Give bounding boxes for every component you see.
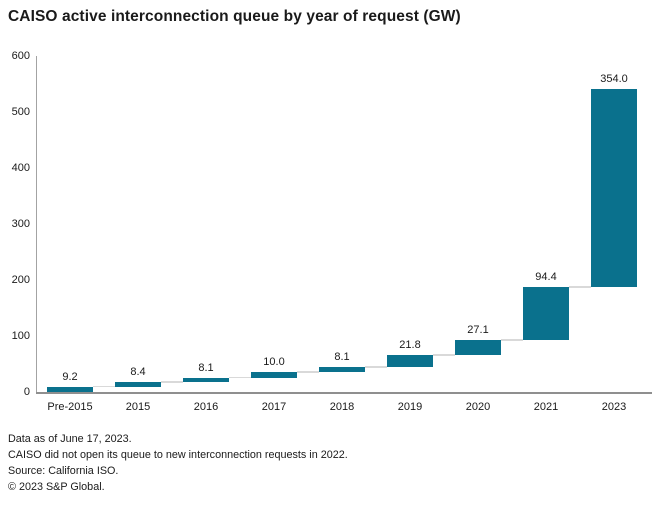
- x-tick-label: 2017: [261, 401, 287, 413]
- y-tick-label: 400: [11, 162, 30, 174]
- x-tick-label: 2016: [193, 401, 219, 413]
- waterfall-connector: [569, 286, 591, 288]
- waterfall-connector: [229, 376, 251, 379]
- bar-value-label: 354.0: [600, 72, 628, 85]
- x-tick-label: Pre-2015: [47, 401, 93, 413]
- y-axis-line: [36, 56, 37, 392]
- waterfall-connector: [297, 371, 319, 373]
- waterfall-connector: [93, 385, 115, 388]
- bar-value-label: 21.8: [399, 339, 421, 352]
- bar-2021: [523, 287, 569, 341]
- waterfall-connector: [501, 339, 523, 341]
- bar-value-label: 94.4: [535, 271, 557, 284]
- bar-2020: [455, 340, 501, 356]
- x-tick-label: 2020: [465, 401, 491, 413]
- footnotes: Data as of June 17, 2023. CAISO did not …: [8, 431, 348, 495]
- bar-value-label: 8.1: [198, 361, 214, 374]
- bar-2015: [115, 382, 161, 387]
- x-tick-label: 2018: [329, 401, 355, 413]
- footnote-2022-note: CAISO did not open its queue to new inte…: [8, 449, 348, 461]
- x-tick-label: 2021: [533, 401, 559, 413]
- y-tick-label: 200: [11, 274, 30, 286]
- y-tick-label: 600: [11, 50, 30, 62]
- x-tick-label: 2019: [397, 401, 423, 413]
- bar-2016: [183, 377, 229, 383]
- bar-2023: [591, 88, 637, 288]
- bar-value-label: 27.1: [467, 324, 489, 337]
- y-tick-label: 0: [23, 386, 30, 398]
- x-axis-line: [36, 392, 652, 394]
- y-tick-label: 500: [11, 106, 30, 118]
- footnote-data-as-of: Data as of June 17, 2023.: [8, 433, 132, 445]
- waterfall-connector: [161, 381, 183, 383]
- x-tick-label: 2023: [601, 401, 627, 413]
- bar-2017: [251, 372, 297, 378]
- bar-2019: [387, 355, 433, 368]
- y-tick-label: 300: [11, 218, 30, 230]
- bar-value-label: 9.2: [62, 370, 78, 383]
- waterfall-connector: [365, 366, 387, 368]
- bar-pre-2015: [47, 386, 93, 392]
- y-tick-label: 100: [11, 330, 30, 342]
- bar-value-label: 8.1: [334, 351, 350, 364]
- footnote-copyright: © 2023 S&P Global.: [8, 481, 105, 493]
- chart-title: CAISO active interconnection queue by ye…: [8, 8, 461, 25]
- bar-value-label: 8.4: [130, 366, 146, 379]
- bar-2018: [319, 367, 365, 372]
- waterfall-connector: [433, 354, 455, 356]
- footnote-source: Source: California ISO.: [8, 465, 119, 477]
- bar-value-label: 10.0: [263, 356, 285, 368]
- x-tick-label: 2015: [125, 401, 151, 413]
